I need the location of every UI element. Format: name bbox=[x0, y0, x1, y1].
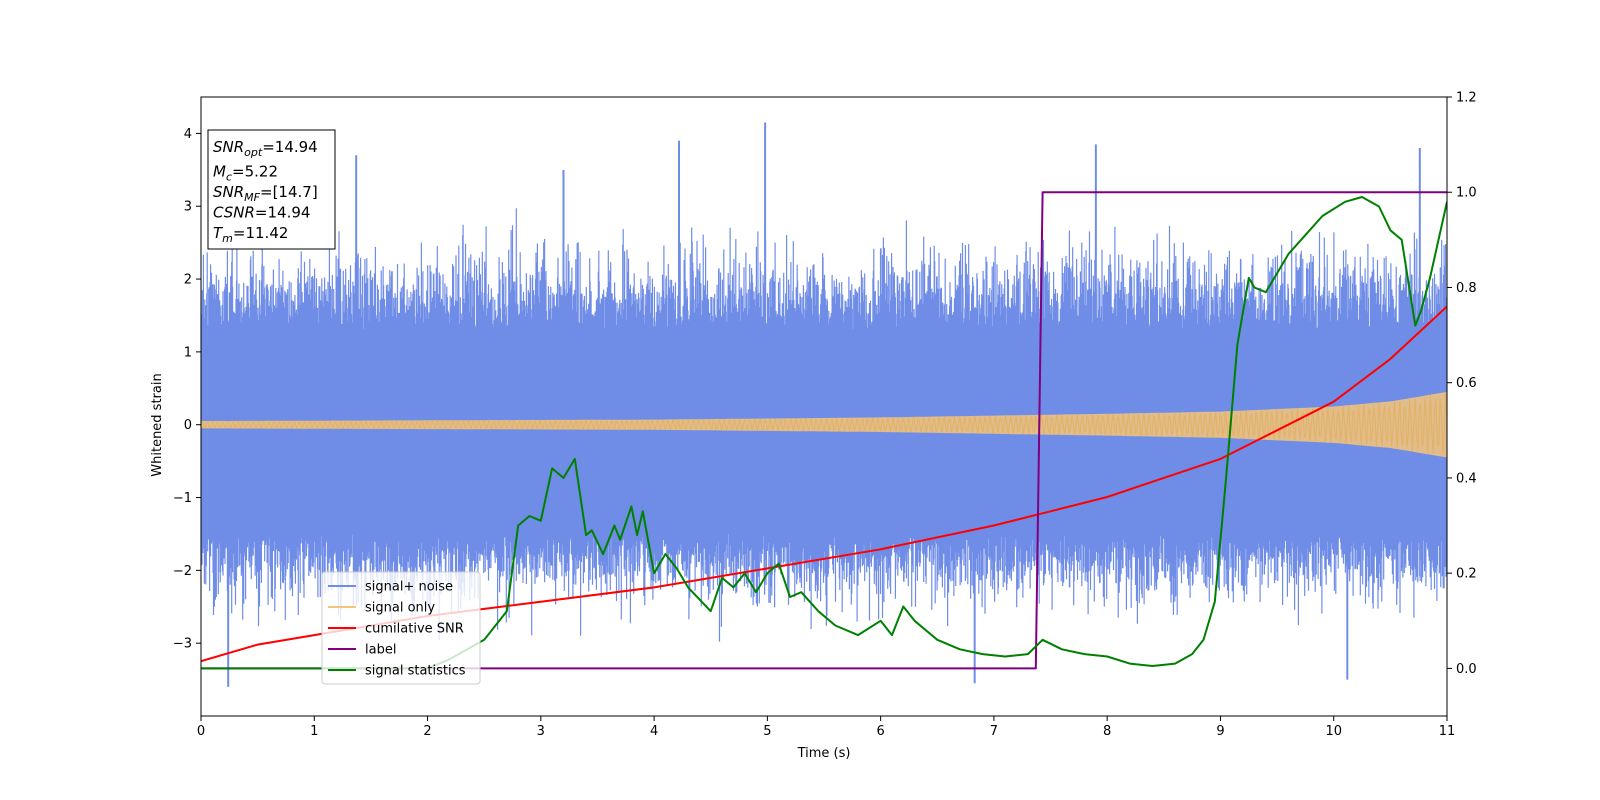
x-tick-label: 8 bbox=[1103, 724, 1111, 739]
x-tick-label: 3 bbox=[537, 724, 545, 739]
legend-label: cumilative SNR bbox=[365, 622, 464, 637]
info-box-frame bbox=[207, 129, 336, 250]
y-right-tick-label: 0.0 bbox=[1456, 662, 1477, 677]
y-right-tick-label: 0.4 bbox=[1456, 471, 1477, 486]
info-box-line: CSNR=14.94 bbox=[213, 204, 310, 222]
info-box: SNRopt=14.94 Mc=5.22SNRMF=[14.7]CSNR=14.9… bbox=[207, 129, 336, 250]
x-tick-label: 2 bbox=[423, 724, 431, 739]
y-right-tick-label: 1.0 bbox=[1456, 186, 1477, 201]
plot-frame bbox=[200, 96, 1448, 717]
y-left-tick-label: 4 bbox=[184, 127, 192, 142]
signal-statistics-line bbox=[201, 196, 1447, 670]
y-left-tick-label: −2 bbox=[173, 564, 192, 579]
y-left-tick-label: 1 bbox=[184, 345, 192, 360]
y-left-tick-label: −1 bbox=[173, 491, 192, 506]
x-tick-label: 6 bbox=[876, 724, 884, 739]
y-left-tick-label: 2 bbox=[184, 273, 192, 288]
info-box-line: Tm=11.42 bbox=[213, 224, 288, 245]
x-axis-label: Time (s) bbox=[797, 746, 851, 761]
x-tick-label: 1 bbox=[310, 724, 318, 739]
legend-label: signal+ noise bbox=[365, 580, 453, 595]
plot-area bbox=[201, 122, 1447, 687]
x-tick-label: 10 bbox=[1325, 724, 1342, 739]
signal-line bbox=[201, 392, 1447, 455]
x-tick-label: 4 bbox=[650, 724, 658, 739]
info-box-line: SNRMF=[14.7] bbox=[213, 183, 318, 204]
info-box-line: Mc=5.22 bbox=[213, 163, 278, 184]
x-tick-label: 11 bbox=[1439, 724, 1456, 739]
x-tick-label: 0 bbox=[197, 724, 205, 739]
x-tick-label: 7 bbox=[990, 724, 998, 739]
legend: signal+ noise signal only cumilative SNR la… bbox=[321, 571, 481, 685]
y-left-tick-label: 3 bbox=[184, 200, 192, 215]
y-right-tick-label: 0.6 bbox=[1456, 376, 1477, 391]
plot-content bbox=[201, 122, 1447, 687]
label-line bbox=[201, 191, 1447, 670]
y-right-tick-label: 0.8 bbox=[1456, 281, 1477, 296]
x-tick-label: 9 bbox=[1216, 724, 1224, 739]
legend-label: signal statistics bbox=[365, 664, 466, 679]
info-box-line: SNRopt=14.94 bbox=[213, 138, 318, 159]
y-right-tick-label: 0.2 bbox=[1456, 567, 1477, 582]
legend-label: signal only bbox=[365, 601, 435, 616]
legend-box bbox=[321, 571, 481, 685]
legend-label: label bbox=[365, 643, 396, 658]
signal-envelope bbox=[201, 391, 1447, 458]
y-left-tick-label: 0 bbox=[184, 418, 192, 433]
y-right-tick-label: 1.2 bbox=[1456, 91, 1477, 106]
y-axis-label: Whitened strain bbox=[150, 373, 165, 476]
x-tick-label: 5 bbox=[763, 724, 771, 739]
axes: 0 1 2 3 4 5 6 7 8 9 10 11 −3 −2 −1 0 1 2 3 4 0.0 0.2 0.4 0.6 0.8… bbox=[173, 91, 1477, 740]
y-left-tick-label: −3 bbox=[173, 637, 192, 652]
